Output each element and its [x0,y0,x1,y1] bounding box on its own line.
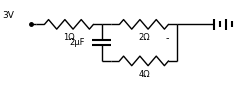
Text: 1Ω: 1Ω [63,33,75,42]
Text: -: - [165,33,169,43]
Text: 2Ω: 2Ω [138,33,150,42]
Text: 4Ω: 4Ω [138,70,150,79]
Text: 2μF: 2μF [69,38,85,47]
Text: 3V: 3V [2,11,14,20]
